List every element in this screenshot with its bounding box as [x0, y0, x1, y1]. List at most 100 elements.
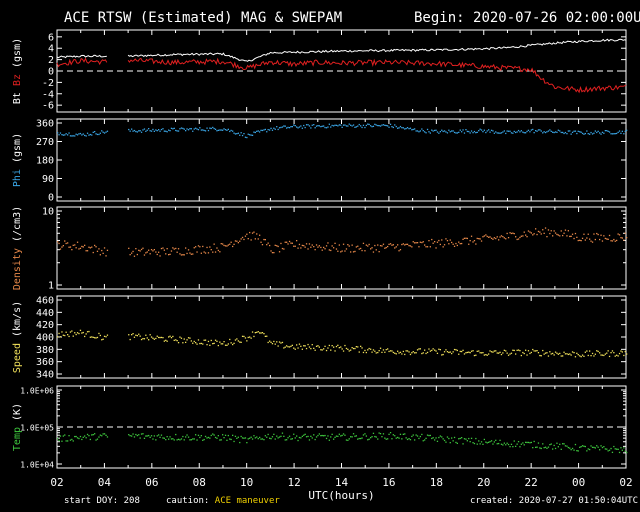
- series-phi-point: [284, 125, 286, 127]
- x-tick-label: 14: [335, 476, 349, 489]
- series-temp-point: [350, 436, 352, 438]
- series-temp-point: [412, 434, 414, 436]
- series-speed-point: [402, 350, 404, 353]
- series-speed-point: [68, 335, 70, 338]
- series-density-point: [296, 240, 298, 242]
- series-temp-point: [99, 434, 101, 436]
- y-axis-label-part: Density: [12, 248, 23, 290]
- series-speed-point: [163, 340, 165, 342]
- series-density-point: [320, 246, 322, 249]
- created-time: created: 2020-07-27 01:50:04UTC: [470, 496, 638, 506]
- series-speed-point: [604, 353, 606, 355]
- series-temp-point: [594, 447, 596, 449]
- series-speed-point: [86, 331, 89, 333]
- series-density-point: [527, 230, 530, 232]
- series-density-point: [82, 246, 84, 248]
- series-phi-point: [567, 130, 569, 132]
- series-speed-point: [148, 339, 150, 341]
- series-phi-point: [249, 134, 251, 136]
- series-speed-point: [455, 349, 457, 351]
- series-phi-point: [273, 127, 275, 129]
- series-density-point: [197, 245, 200, 247]
- series-temp-point: [560, 448, 562, 450]
- series-temp-point: [367, 439, 369, 441]
- series-speed-point: [227, 343, 229, 345]
- series-speed-point: [160, 336, 163, 339]
- series-temp-point: [206, 437, 208, 439]
- series-speed-point: [456, 349, 458, 352]
- y-tick-label: 440: [36, 308, 54, 319]
- series-phi-point: [372, 125, 375, 127]
- series-speed-point: [323, 348, 325, 350]
- series-temp-point: [217, 435, 219, 437]
- series-density-point: [169, 253, 171, 255]
- series-density-point: [542, 229, 544, 231]
- series-phi-point: [432, 130, 434, 132]
- series-temp-point: [438, 436, 440, 439]
- series-speed-point: [149, 334, 151, 336]
- series-density-point: [506, 232, 508, 235]
- series-phi-point: [510, 132, 513, 134]
- series-temp-point: [95, 439, 97, 441]
- series-speed-point: [229, 338, 231, 341]
- series-speed-point: [177, 342, 180, 344]
- series-speed-point: [61, 331, 63, 333]
- series-density-point: [210, 249, 212, 251]
- series-bz-line: [56, 57, 627, 94]
- series-speed-point: [175, 339, 177, 341]
- series-density-point: [473, 240, 476, 242]
- series-phi-point: [222, 129, 224, 131]
- series-speed-point: [419, 348, 421, 350]
- series-density-point: [328, 249, 330, 251]
- y-tick-label: 340: [36, 370, 54, 381]
- y-axis-label: Phi (gsm): [12, 133, 23, 187]
- series-speed-point: [318, 346, 320, 348]
- series-speed-point: [219, 341, 221, 343]
- series-phi-point: [449, 131, 451, 133]
- series-speed-point: [347, 348, 349, 350]
- series-phi-point: [470, 130, 473, 132]
- series-temp-point: [398, 437, 400, 439]
- series-speed-point: [391, 350, 393, 352]
- series-speed-point: [355, 346, 357, 348]
- series-phi-point: [617, 131, 619, 133]
- series-density-point: [340, 251, 342, 253]
- series-phi-point: [169, 130, 171, 132]
- series-speed-point: [493, 350, 495, 352]
- series-speed-point: [96, 336, 99, 339]
- series-speed-point: [162, 337, 164, 339]
- series-density-point: [140, 248, 143, 251]
- series-phi-point: [199, 127, 201, 129]
- series-density-point: [468, 243, 470, 245]
- series-phi-point: [88, 134, 90, 136]
- y-tick-label: 180: [36, 156, 54, 167]
- series-speed-point: [599, 352, 601, 354]
- series-speed-point: [280, 342, 282, 344]
- series-phi-point: [290, 126, 292, 128]
- series-temp-point: [348, 438, 350, 440]
- series-temp-point: [613, 445, 615, 448]
- series-density-point: [222, 243, 224, 245]
- y-tick-label: -4: [42, 89, 54, 100]
- series-temp-point: [152, 438, 154, 440]
- series-temp-point: [384, 437, 386, 439]
- series-density-point: [131, 252, 133, 254]
- series-temp-point: [187, 436, 190, 438]
- series-speed-point: [284, 346, 286, 348]
- series-speed-point: [300, 345, 302, 347]
- series-phi-point: [516, 131, 518, 133]
- series-speed-point: [616, 354, 618, 356]
- series-density-point: [68, 246, 70, 248]
- plot-title: ACE RTSW (Estimated) MAG & SWEPAM: [64, 10, 343, 26]
- series-phi-point: [544, 131, 547, 134]
- series-phi-point: [240, 132, 242, 134]
- series-density-point: [389, 243, 392, 245]
- series-speed-point: [145, 334, 147, 336]
- series-temp-point: [283, 435, 285, 437]
- series-density-point: [600, 234, 602, 236]
- series-speed-point: [577, 354, 579, 356]
- series-speed-point: [532, 348, 534, 351]
- series-phi-point: [168, 129, 170, 131]
- series-density-point: [590, 240, 592, 242]
- series-phi-point: [71, 135, 73, 137]
